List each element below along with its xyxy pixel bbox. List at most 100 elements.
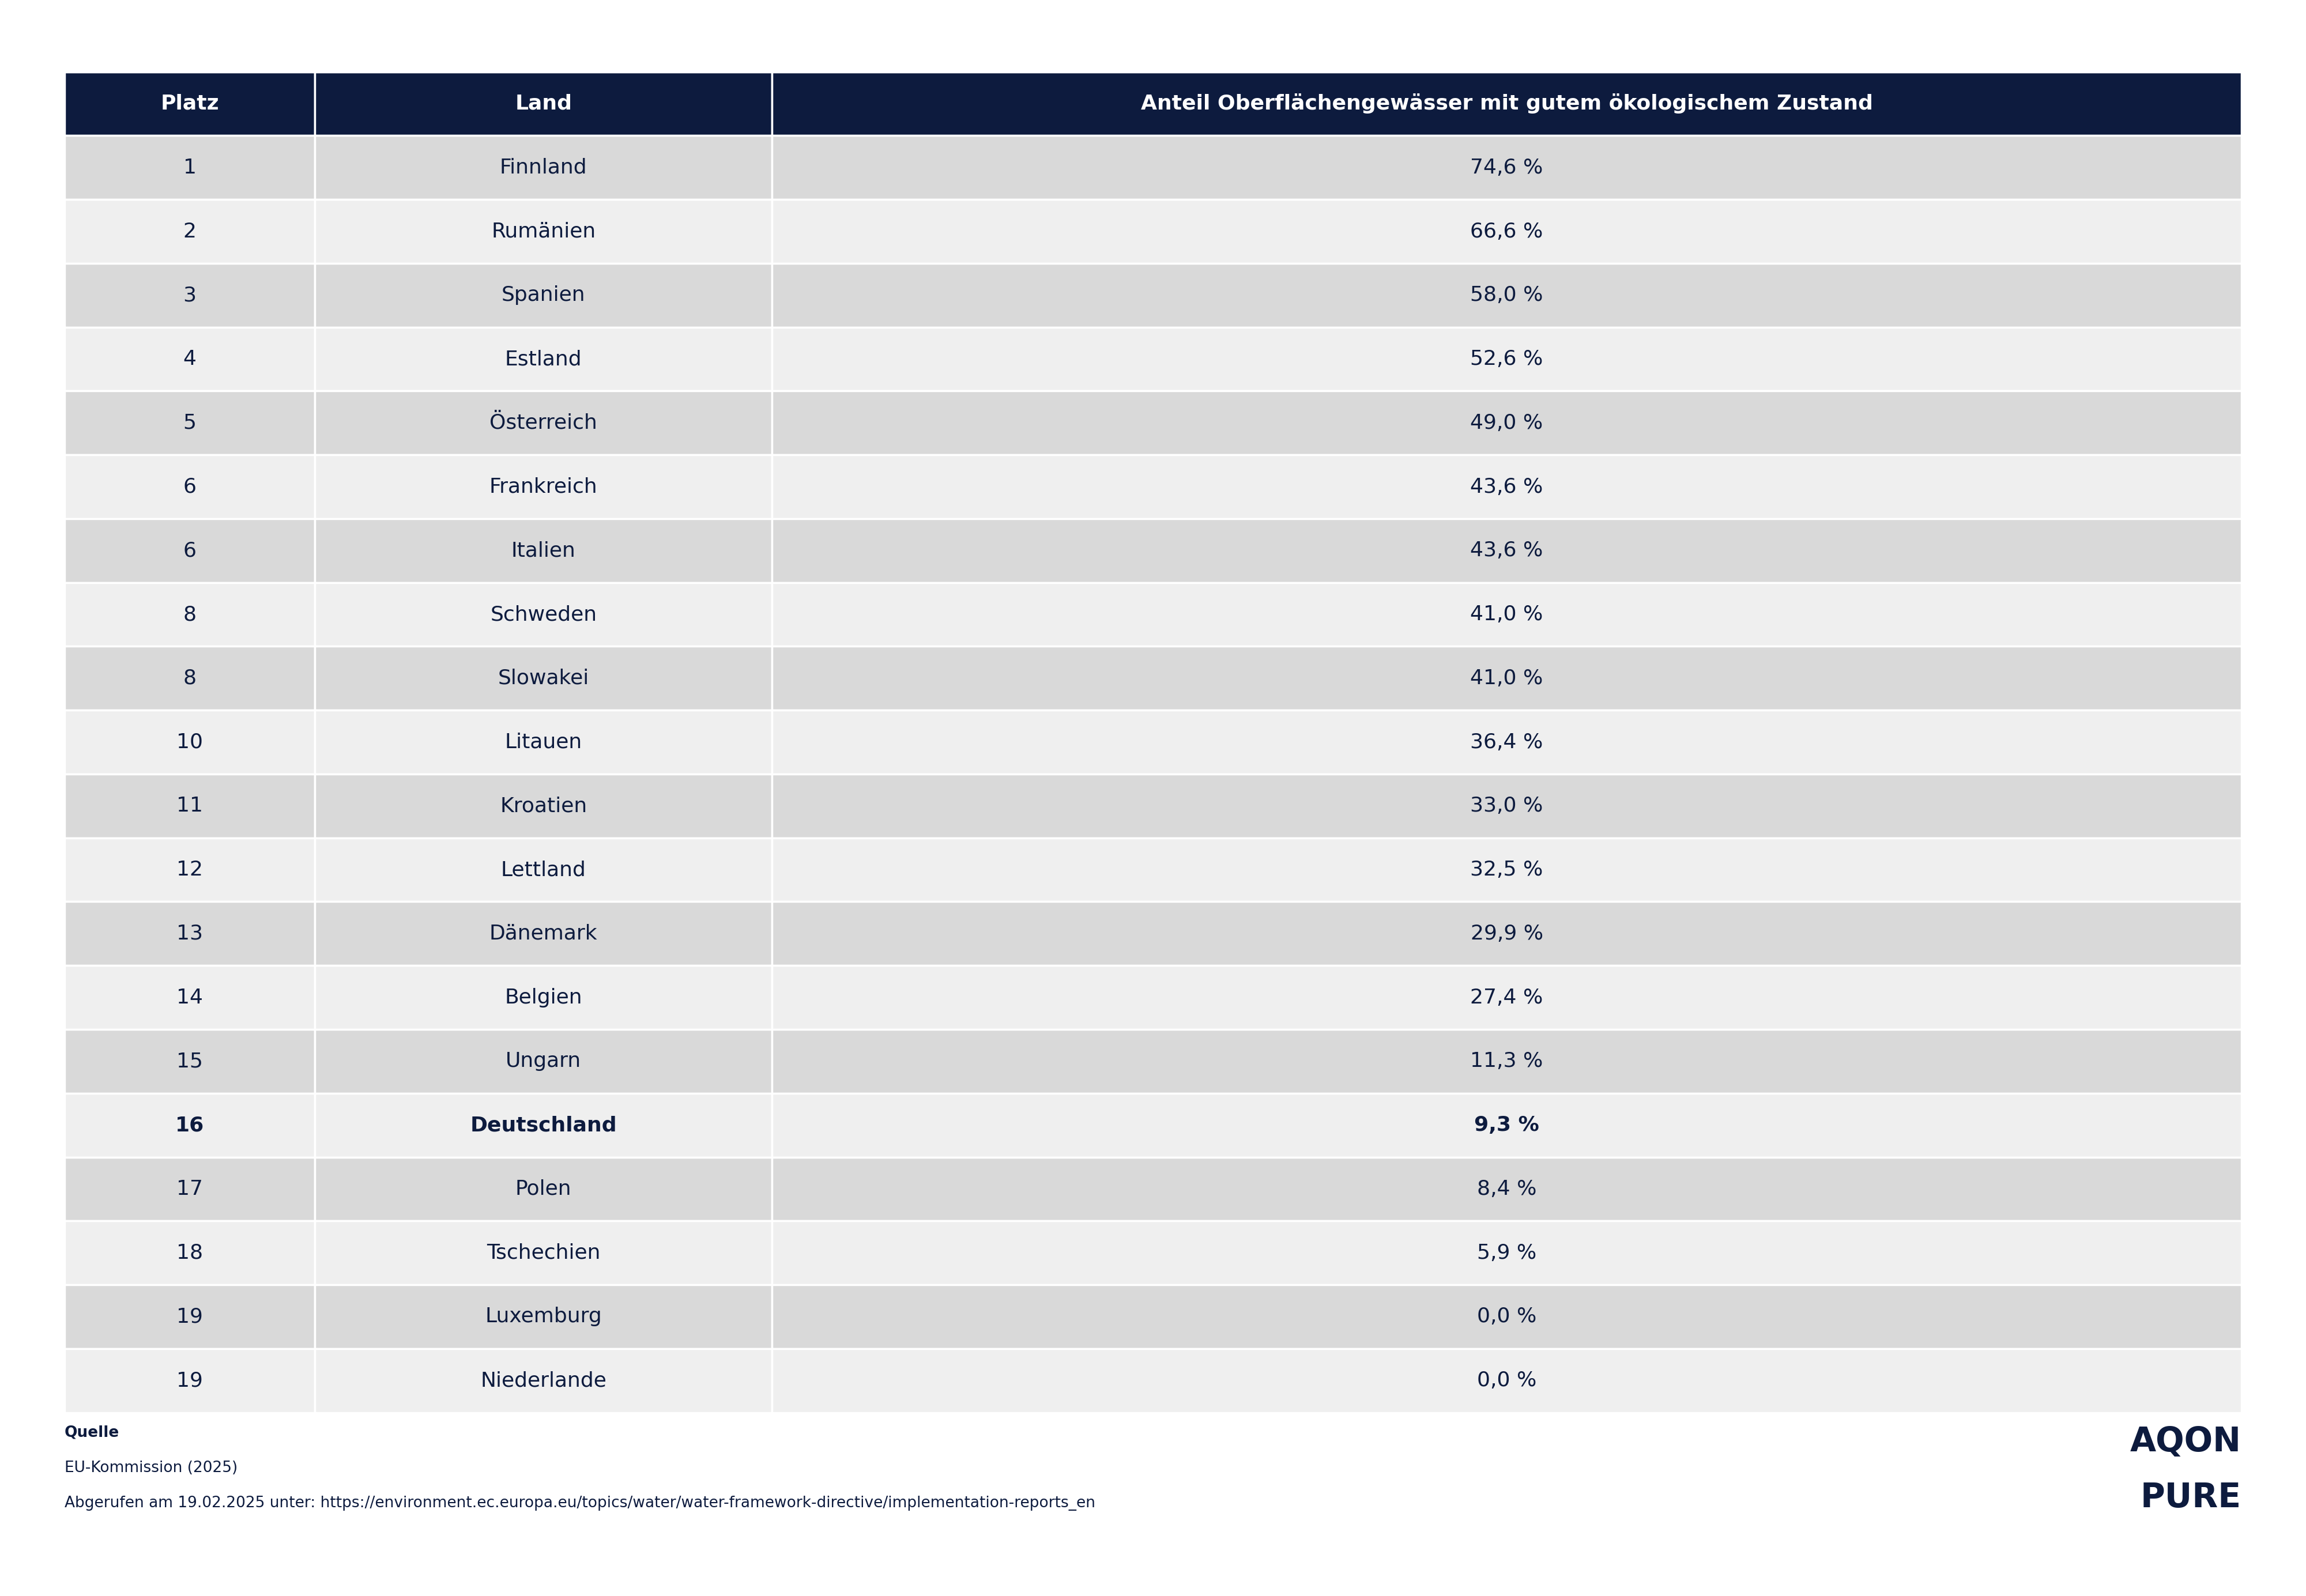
Text: Italien: Italien	[512, 541, 576, 560]
Bar	[65, 966, 316, 1029]
Bar	[316, 710, 773, 774]
Text: Tschechien: Tschechien	[487, 1243, 600, 1262]
Bar	[316, 519, 773, 583]
Bar	[316, 646, 773, 710]
Text: 1: 1	[182, 158, 196, 177]
Text: Schweden: Schweden	[491, 605, 597, 624]
Text: 6: 6	[182, 541, 196, 560]
Text: Österreich: Österreich	[489, 413, 597, 433]
Text: Land: Land	[514, 94, 572, 113]
Text: AQON: AQON	[2131, 1425, 2241, 1459]
Bar	[316, 1221, 773, 1285]
Text: 10: 10	[178, 733, 203, 752]
Bar	[65, 902, 316, 966]
Bar	[773, 1093, 2241, 1157]
Bar	[65, 1029, 316, 1093]
Bar	[65, 263, 316, 327]
Text: 14: 14	[178, 988, 203, 1007]
Bar	[316, 1029, 773, 1093]
Text: 8: 8	[182, 669, 196, 688]
Text: 17: 17	[178, 1179, 203, 1199]
Text: 19: 19	[178, 1371, 203, 1390]
Text: Niederlande: Niederlande	[480, 1371, 606, 1390]
Bar	[65, 519, 316, 583]
Text: PURE: PURE	[2140, 1481, 2241, 1515]
Text: 16: 16	[175, 1116, 205, 1135]
Text: Belgien: Belgien	[505, 988, 583, 1007]
Bar	[65, 455, 316, 519]
Text: EU-Kommission (2025): EU-Kommission (2025)	[65, 1460, 238, 1475]
Bar	[316, 136, 773, 200]
Bar	[65, 1157, 316, 1221]
Bar	[65, 200, 316, 263]
Bar	[773, 710, 2241, 774]
Bar	[316, 327, 773, 391]
Bar	[316, 263, 773, 327]
Bar	[65, 646, 316, 710]
Bar	[65, 710, 316, 774]
Bar	[773, 327, 2241, 391]
Text: 33,0 %: 33,0 %	[1471, 796, 1543, 816]
Text: Luxemburg: Luxemburg	[484, 1307, 602, 1326]
Text: 8,4 %: 8,4 %	[1476, 1179, 1536, 1199]
Text: 19: 19	[178, 1307, 203, 1326]
Bar	[773, 1349, 2241, 1412]
Text: Lettland: Lettland	[500, 860, 586, 879]
Text: 11,3 %: 11,3 %	[1471, 1052, 1543, 1071]
Bar	[316, 72, 773, 136]
Text: 52,6 %: 52,6 %	[1471, 350, 1543, 369]
Bar	[773, 1221, 2241, 1285]
Bar	[316, 774, 773, 838]
Bar	[65, 391, 316, 455]
Bar	[773, 902, 2241, 966]
Bar	[773, 391, 2241, 455]
Text: Quelle: Quelle	[65, 1425, 120, 1440]
Text: Slowakei: Slowakei	[498, 669, 588, 688]
Text: Ungarn: Ungarn	[505, 1052, 581, 1071]
Bar	[773, 774, 2241, 838]
Bar	[773, 455, 2241, 519]
Bar	[316, 1157, 773, 1221]
Bar	[65, 583, 316, 646]
Text: Litauen: Litauen	[505, 733, 581, 752]
Bar	[316, 1285, 773, 1349]
Text: 43,6 %: 43,6 %	[1471, 541, 1543, 560]
Text: 27,4 %: 27,4 %	[1471, 988, 1543, 1007]
Bar	[316, 200, 773, 263]
Bar	[773, 200, 2241, 263]
Text: 0,0 %: 0,0 %	[1476, 1371, 1536, 1390]
Bar	[773, 72, 2241, 136]
Text: Polen: Polen	[514, 1179, 572, 1199]
Text: 0,0 %: 0,0 %	[1476, 1307, 1536, 1326]
Text: 5: 5	[182, 413, 196, 433]
Text: Rumänien: Rumänien	[491, 222, 595, 241]
Bar	[65, 838, 316, 902]
Bar	[773, 646, 2241, 710]
Bar	[773, 519, 2241, 583]
Bar	[65, 327, 316, 391]
Text: Abgerufen am 19.02.2025 unter: https://environment.ec.europa.eu/topics/water/wat: Abgerufen am 19.02.2025 unter: https://e…	[65, 1495, 1095, 1510]
Text: 36,4 %: 36,4 %	[1471, 733, 1543, 752]
Text: Platz: Platz	[161, 94, 219, 113]
Text: 41,0 %: 41,0 %	[1471, 669, 1543, 688]
Bar	[773, 583, 2241, 646]
Text: 58,0 %: 58,0 %	[1471, 286, 1543, 305]
Bar	[773, 1285, 2241, 1349]
Text: 43,6 %: 43,6 %	[1471, 477, 1543, 496]
Bar	[773, 966, 2241, 1029]
Bar	[773, 838, 2241, 902]
Text: Kroatien: Kroatien	[500, 796, 588, 816]
Text: 13: 13	[178, 924, 203, 943]
Text: 4: 4	[182, 350, 196, 369]
Text: 3: 3	[182, 286, 196, 305]
Bar	[316, 583, 773, 646]
Bar	[65, 72, 316, 136]
Bar	[65, 1221, 316, 1285]
Text: 32,5 %: 32,5 %	[1471, 860, 1543, 879]
Bar	[65, 1285, 316, 1349]
Bar	[316, 455, 773, 519]
Bar	[316, 391, 773, 455]
Text: 74,6 %: 74,6 %	[1471, 158, 1543, 177]
Text: Dänemark: Dänemark	[489, 924, 597, 943]
Text: Frankreich: Frankreich	[489, 477, 597, 496]
